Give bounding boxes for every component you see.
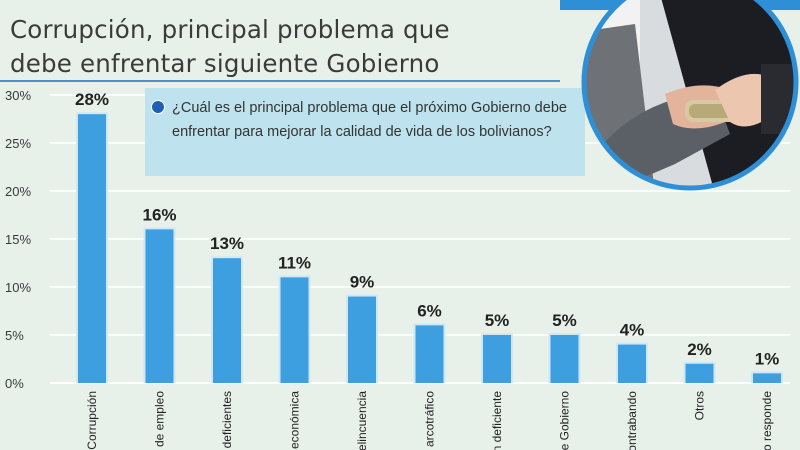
bar [213, 258, 241, 383]
data-label: 1% [755, 349, 780, 368]
y-tick-label: 30% [5, 88, 31, 103]
category-label: económica [288, 391, 302, 449]
category-label: de Gobierno [558, 391, 572, 450]
bribe-photo [581, 0, 799, 191]
labels: 28% Corrupción 16% de empleo 13% lud deficien… [75, 90, 779, 450]
data-label: 6% [417, 301, 442, 320]
bar [348, 296, 376, 383]
data-label: 5% [552, 311, 577, 330]
bar [145, 229, 174, 383]
category-label: elincuencia [355, 391, 369, 450]
category-label: lud deficientes [220, 391, 234, 450]
bar [280, 277, 309, 383]
bar [618, 344, 646, 383]
category-label: Corrupción [85, 391, 99, 450]
category-label: arcotráfico [423, 391, 437, 447]
chart-title-line-1: Corrupción, principal problema que [10, 15, 450, 44]
bars [76, 112, 783, 383]
y-tick-label: 25% [5, 136, 31, 151]
y-tick-label: 20% [5, 184, 31, 199]
bullet-icon [151, 100, 165, 114]
chart-title-line-2: debe enfrentar siguiente Gobierno [10, 49, 440, 78]
question-box: ¿Cuál es el principal problema que el pr… [145, 88, 585, 176]
category-label: de empleo [153, 391, 167, 447]
y-tick-label: 5% [5, 328, 24, 343]
data-label: 28% [75, 90, 109, 109]
category-label: Otros [693, 391, 707, 420]
y-tick-label: 15% [5, 232, 31, 247]
bar [483, 335, 511, 383]
y-tick-label: 0% [5, 376, 24, 391]
bar [415, 325, 444, 383]
data-label: 9% [350, 273, 375, 292]
data-label: 2% [687, 340, 712, 359]
bar [753, 373, 781, 383]
bar [550, 335, 579, 383]
y-tick-label: 10% [5, 280, 31, 295]
data-label: 16% [142, 205, 176, 224]
data-label: 5% [485, 311, 510, 330]
category-label: o responde [760, 391, 774, 450]
data-label: 13% [210, 234, 244, 253]
bar [685, 363, 714, 383]
data-label: 4% [620, 321, 645, 340]
data-label: 11% [278, 253, 311, 272]
question-text: ¿Cuál es el principal problema que el pr… [172, 100, 567, 140]
title-divider [0, 80, 560, 82]
category-label: ontrabando [625, 391, 639, 450]
bar [78, 114, 106, 383]
category-label: on deficiente [490, 391, 504, 450]
